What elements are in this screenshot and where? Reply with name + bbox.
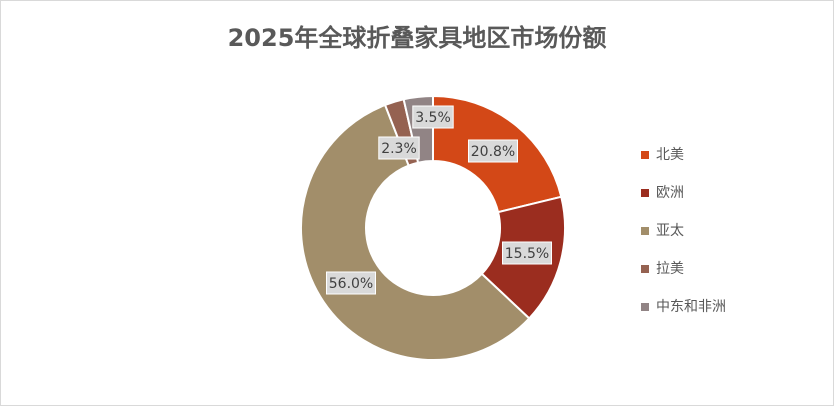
data-label-box — [412, 105, 454, 129]
data-label: 3.5% — [415, 110, 451, 126]
legend-swatch — [641, 265, 649, 273]
legend-swatch — [641, 227, 649, 235]
chart-title: 2025年全球折叠家具地区市场份额 — [228, 24, 607, 52]
legend-swatch — [641, 151, 649, 159]
data-label-box — [468, 139, 518, 163]
data-label-box — [326, 271, 376, 295]
data-label: 56.0% — [329, 276, 373, 292]
legend-swatch — [641, 303, 649, 311]
data-label: 20.8% — [471, 144, 515, 160]
data-label: 2.3% — [381, 141, 417, 157]
legend-label: 拉美 — [656, 261, 684, 277]
data-label-box — [378, 136, 420, 160]
legend-label: 亚太 — [656, 223, 684, 239]
legend-swatch — [641, 189, 649, 197]
legend-label: 北美 — [656, 147, 684, 163]
legend-label: 中东和非洲 — [656, 299, 726, 315]
data-label: 15.5% — [505, 246, 549, 262]
data-label-box — [502, 241, 552, 265]
donut-slice — [300, 103, 531, 361]
legend-label: 欧洲 — [656, 185, 684, 201]
